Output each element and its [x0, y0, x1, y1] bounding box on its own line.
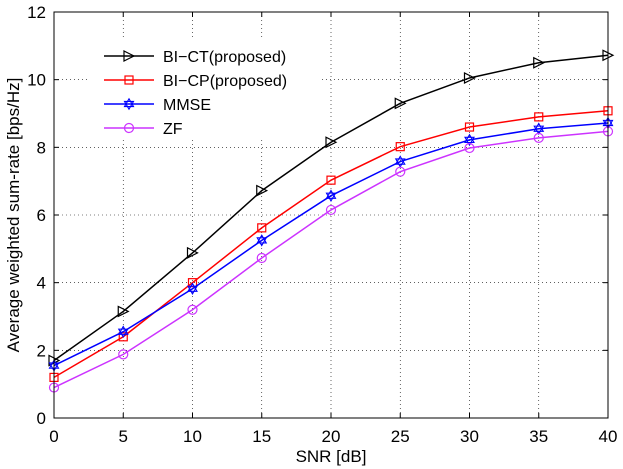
data-point — [256, 184, 269, 197]
data-point — [187, 282, 198, 296]
data-point — [325, 136, 338, 149]
marker-part — [117, 325, 129, 335]
y-tick-label: 6 — [37, 206, 46, 225]
y-tick-label: 0 — [37, 409, 46, 428]
marker-part — [117, 328, 129, 339]
axis-ticks: 0 5 10 15 20 25 30 35 40 0 2 4 6 8 10 12 — [27, 3, 617, 446]
data-point — [186, 246, 199, 259]
data-point — [325, 204, 337, 216]
x-tick-label: 10 — [183, 427, 202, 446]
legend-entry: MMSE — [104, 97, 211, 114]
marker-part — [187, 285, 198, 296]
data-point — [187, 304, 198, 315]
data-point — [394, 97, 407, 110]
y-axis-title: Average weighted sum-rate [bps/Hz] — [4, 78, 23, 353]
data-point — [256, 252, 267, 264]
y-tick-label: 12 — [27, 3, 46, 22]
marker-part — [394, 155, 406, 165]
series-bi-ct-proposed- — [48, 49, 615, 367]
marker-part — [533, 122, 545, 132]
data-point — [533, 122, 545, 136]
x-tick-label: 20 — [322, 427, 341, 446]
series-line — [53, 110, 609, 379]
data-point — [117, 325, 129, 339]
marker-part — [464, 133, 475, 144]
legend: BI−CT(proposed) BI−CP(proposed) MMSE ZF — [90, 40, 322, 140]
data-point — [325, 189, 337, 203]
series-line — [53, 54, 609, 362]
series-line — [53, 130, 609, 389]
x-tick-label: 25 — [391, 427, 410, 446]
y-tick-label: 2 — [37, 341, 46, 360]
data-point — [463, 72, 476, 84]
data-point — [394, 155, 406, 168]
legend-entry: BI−CP(proposed) — [104, 73, 287, 90]
data-point — [533, 132, 544, 143]
data-point — [464, 122, 475, 132]
legend-label: BI−CP(proposed) — [163, 73, 287, 90]
y-tick-label: 4 — [37, 274, 46, 293]
y-tick-label: 8 — [37, 138, 46, 157]
series-layer — [48, 49, 615, 393]
marker-part — [256, 234, 268, 244]
marker-part — [394, 158, 406, 168]
x-tick-label: 5 — [119, 427, 128, 446]
data-point — [118, 332, 128, 342]
legend-marker — [123, 97, 135, 111]
marker-part — [325, 192, 337, 203]
legend-marker — [123, 50, 136, 62]
legend-marker — [124, 75, 134, 85]
legend-label: ZF — [163, 121, 183, 138]
x-tick-label: 30 — [460, 427, 479, 446]
legend-label: MMSE — [163, 97, 211, 114]
data-point — [464, 133, 475, 147]
x-tick-label: 15 — [252, 427, 271, 446]
marker-part — [187, 282, 198, 292]
marker-part — [256, 237, 268, 247]
x-axis-title: SNR [dB] — [296, 447, 367, 466]
data-point — [533, 56, 546, 69]
legend-entry: BI−CT(proposed) — [104, 49, 286, 66]
marker-part — [123, 100, 135, 111]
legend-entry: ZF — [104, 121, 183, 138]
legend-marker — [123, 122, 135, 134]
data-point — [395, 142, 405, 152]
data-point — [534, 112, 544, 122]
data-point — [118, 349, 129, 360]
data-point — [326, 175, 336, 185]
marker-part — [123, 97, 135, 108]
legend-label: BI−CT(proposed) — [163, 49, 286, 66]
x-tick-label: 35 — [529, 427, 548, 446]
y-tick-label: 10 — [27, 71, 46, 90]
data-point — [464, 142, 475, 154]
marker-part — [464, 136, 475, 147]
data-point — [395, 166, 406, 177]
x-tick-label: 40 — [599, 427, 618, 446]
data-point — [117, 305, 130, 318]
data-point — [256, 234, 268, 247]
data-point — [257, 223, 267, 233]
marker-part — [325, 189, 337, 199]
marker-part — [533, 125, 545, 136]
series-line — [53, 122, 609, 367]
x-tick-label: 0 — [49, 427, 58, 446]
